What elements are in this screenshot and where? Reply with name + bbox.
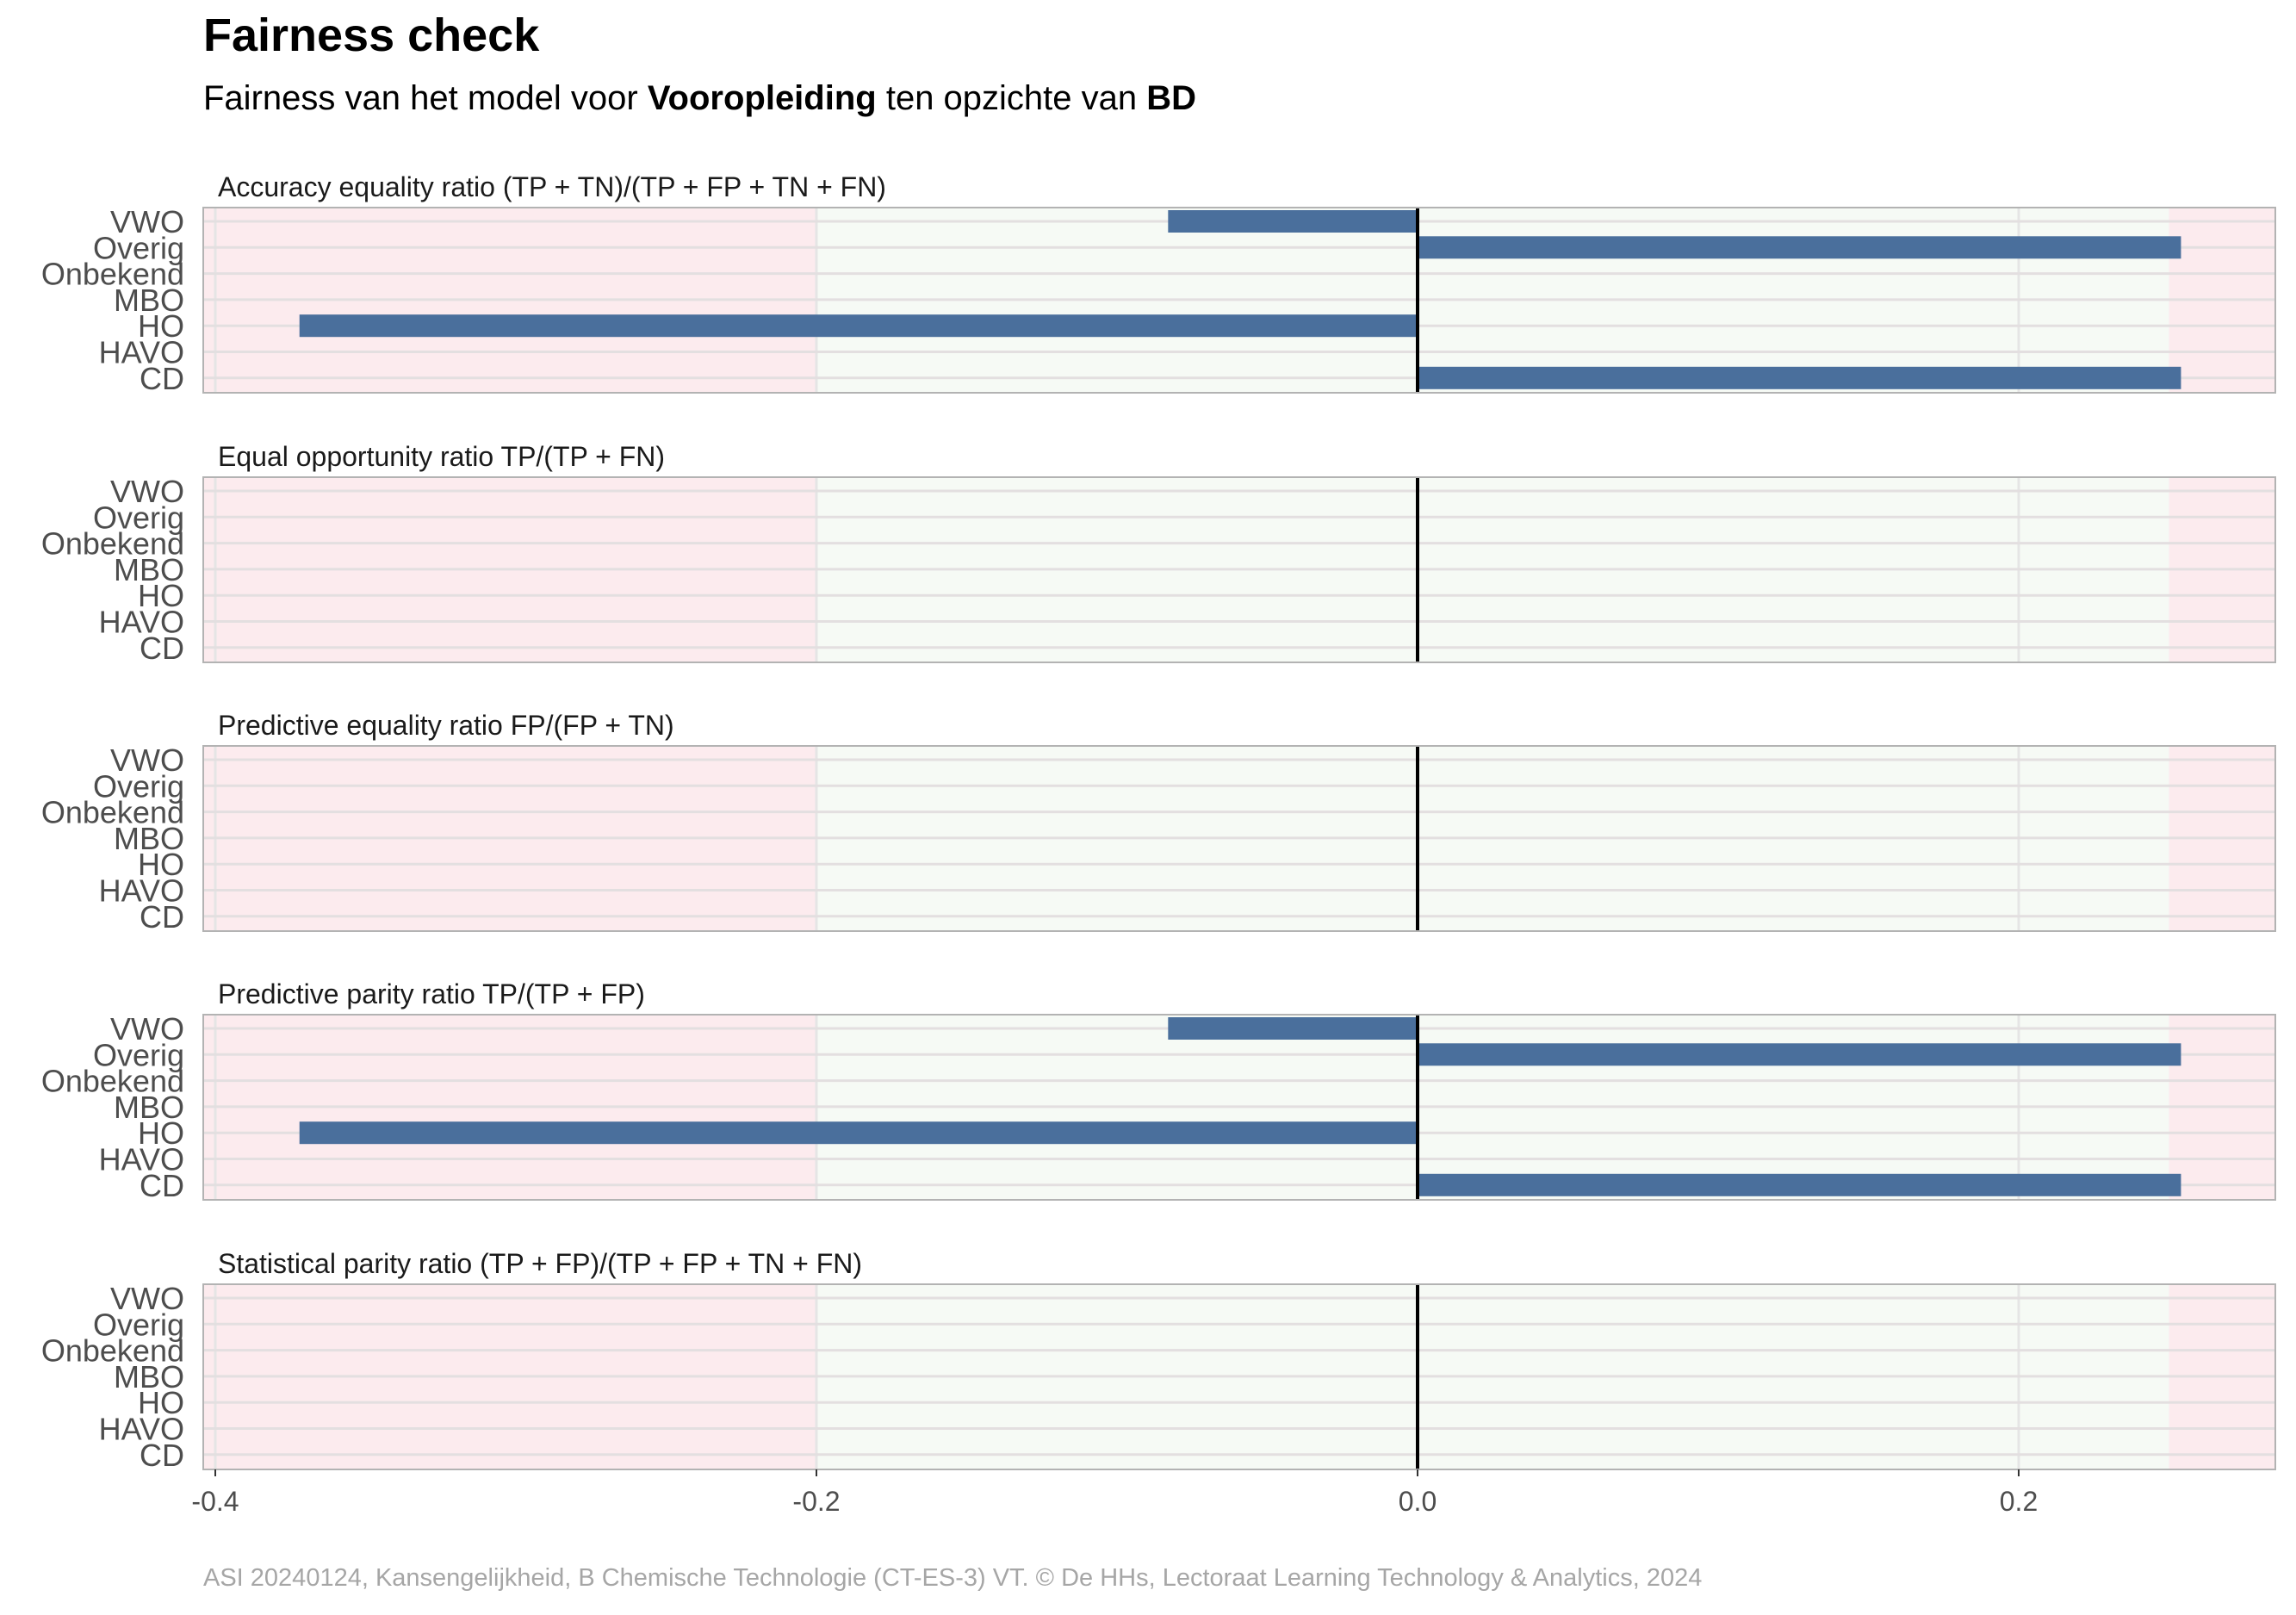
subtitle-variable: Vooropleiding (647, 79, 877, 117)
category-label: HO (138, 1385, 184, 1420)
category-label: MBO (114, 821, 184, 856)
category-label: MBO (114, 283, 184, 318)
category-label: HO (138, 847, 184, 882)
category-label: CD (140, 630, 184, 666)
category-label: HAVO (99, 605, 184, 640)
category-label: Onbekend (41, 795, 184, 830)
category-label: VWO (110, 742, 184, 778)
chart-title: Fairness check (203, 9, 540, 61)
category-label: Overig (93, 1037, 184, 1072)
panel-strip-label: Predictive equality ratio FP/(FP + TN) (218, 710, 674, 741)
category-label: CD (140, 1168, 184, 1203)
panel-strip-label: Accuracy equality ratio (TP + TN)/(TP + … (218, 171, 886, 202)
bar (1168, 1017, 1418, 1040)
category-label: CD (140, 899, 184, 935)
category-label: Onbekend (41, 1333, 184, 1369)
category-label: CD (140, 1438, 184, 1473)
x-tick-label: -0.4 (191, 1486, 239, 1517)
category-label: MBO (114, 1359, 184, 1394)
chart-caption: ASI 20240124, Kansengelijkheid, B Chemis… (203, 1564, 1703, 1592)
bar (299, 314, 1418, 338)
category-label: Overig (93, 230, 184, 265)
bar (1418, 366, 2181, 389)
panel-border (202, 476, 2276, 663)
category-label: HAVO (99, 873, 184, 909)
category-label: MBO (114, 1090, 184, 1125)
subtitle-middle: ten opzichte van (876, 79, 1147, 117)
x-tick-label: -0.2 (792, 1486, 840, 1517)
bar (1418, 236, 2181, 259)
panel-strip-label: Statistical parity ratio (TP + FP)/(TP +… (218, 1248, 862, 1279)
subtitle-prefix: Fairness van het model voor (203, 79, 648, 117)
category-label: Onbekend (41, 257, 184, 292)
category-label: VWO (110, 1011, 184, 1047)
category-label: Onbekend (41, 526, 184, 562)
category-label: HO (138, 578, 184, 613)
category-label: MBO (114, 552, 184, 587)
category-label: HAVO (99, 1412, 184, 1447)
category-label: CD (140, 361, 184, 396)
x-tick-label: 0.0 (1399, 1486, 1437, 1517)
category-label: VWO (110, 204, 184, 239)
category-label: VWO (110, 1281, 184, 1316)
bar (1168, 210, 1418, 233)
panel-border (202, 1014, 2276, 1201)
category-label: VWO (110, 474, 184, 509)
bar (1418, 1043, 2181, 1066)
x-tick-label: 0.2 (2000, 1486, 2038, 1517)
panel-border (202, 745, 2276, 932)
category-label: HO (138, 308, 184, 344)
category-label: Overig (93, 768, 184, 804)
chart-subtitle: Fairness van het model voor Vooropleidin… (203, 79, 1196, 118)
panel-border (202, 1283, 2276, 1470)
bar (1418, 1173, 2181, 1196)
category-label: HO (138, 1115, 184, 1151)
panel-strip-label: Predictive parity ratio TP/(TP + FP) (218, 978, 645, 1009)
panel-strip-label: Equal opportunity ratio TP/(TP + FN) (218, 441, 665, 472)
category-label: HAVO (99, 335, 184, 370)
panel-border (202, 207, 2276, 394)
category-label: Overig (93, 500, 184, 535)
category-label: HAVO (99, 1142, 184, 1177)
subtitle-reference: BD (1146, 79, 1197, 117)
bar (299, 1121, 1418, 1145)
category-label: Onbekend (41, 1064, 184, 1099)
category-label: Overig (93, 1307, 184, 1342)
